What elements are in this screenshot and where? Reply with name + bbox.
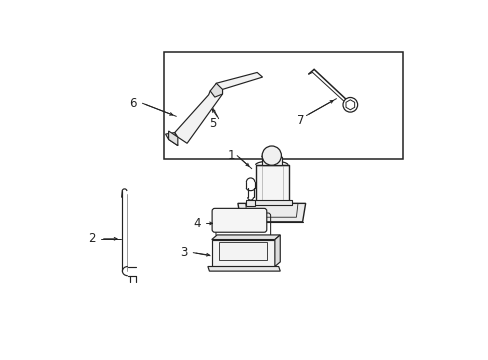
FancyBboxPatch shape (212, 208, 266, 232)
Bar (256, 165, 288, 203)
Bar (245, 200, 255, 206)
Bar (253, 200, 291, 205)
Text: 1: 1 (227, 149, 235, 162)
Text: 7: 7 (297, 114, 304, 127)
Polygon shape (274, 235, 280, 266)
Polygon shape (238, 203, 305, 222)
Polygon shape (168, 131, 178, 145)
Text: 3: 3 (180, 246, 187, 259)
Bar (261, 157, 281, 165)
Polygon shape (165, 132, 178, 145)
Text: 2: 2 (88, 232, 95, 245)
Polygon shape (210, 83, 222, 97)
Polygon shape (174, 72, 262, 143)
Circle shape (262, 146, 281, 165)
Bar (163, 53, 402, 159)
Text: 4: 4 (193, 217, 201, 230)
Text: 6: 6 (129, 97, 137, 110)
Text: 5: 5 (209, 117, 217, 130)
Polygon shape (211, 239, 274, 266)
Circle shape (342, 98, 357, 112)
Polygon shape (211, 235, 280, 239)
Polygon shape (207, 266, 280, 271)
